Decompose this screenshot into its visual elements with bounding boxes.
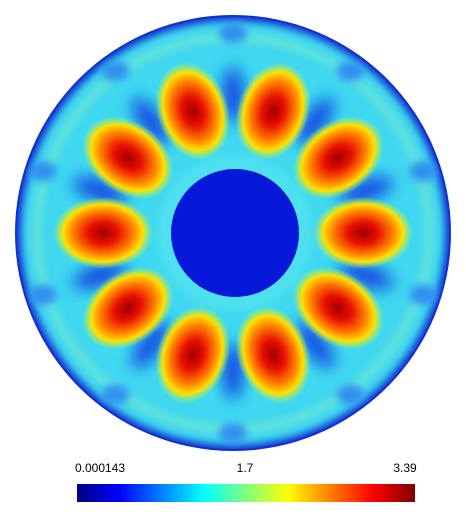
rim-spot [28,284,57,305]
rim-spot [28,161,57,182]
colorbar [77,484,415,502]
spot [73,177,127,204]
spot [132,97,170,145]
lobe [292,116,384,200]
spot [132,321,170,369]
lobe [235,62,311,161]
spot [73,262,127,289]
lobe [235,305,311,404]
lobe [155,305,231,404]
spot [296,97,334,145]
colorbar-min: 0.000143 [75,461,125,475]
spot [296,321,334,369]
rim-spot [336,384,365,405]
lobe [82,116,174,200]
rim-spot [219,23,247,43]
rim-spot [101,61,130,82]
rim-spot [409,161,438,182]
rim-spot [409,284,438,305]
lobe [155,62,231,161]
colorbar-max: 3.39 [393,461,417,475]
lobe [82,266,174,350]
spot [339,262,393,289]
disc [15,15,451,451]
rim-spot [336,61,365,82]
lobe [53,197,153,269]
lobe [313,197,413,269]
colorbar-mid: 1.7 [237,461,254,475]
lobe [292,266,384,350]
rim-spot [219,423,247,443]
rim-spot [101,384,130,405]
spot [339,177,393,204]
